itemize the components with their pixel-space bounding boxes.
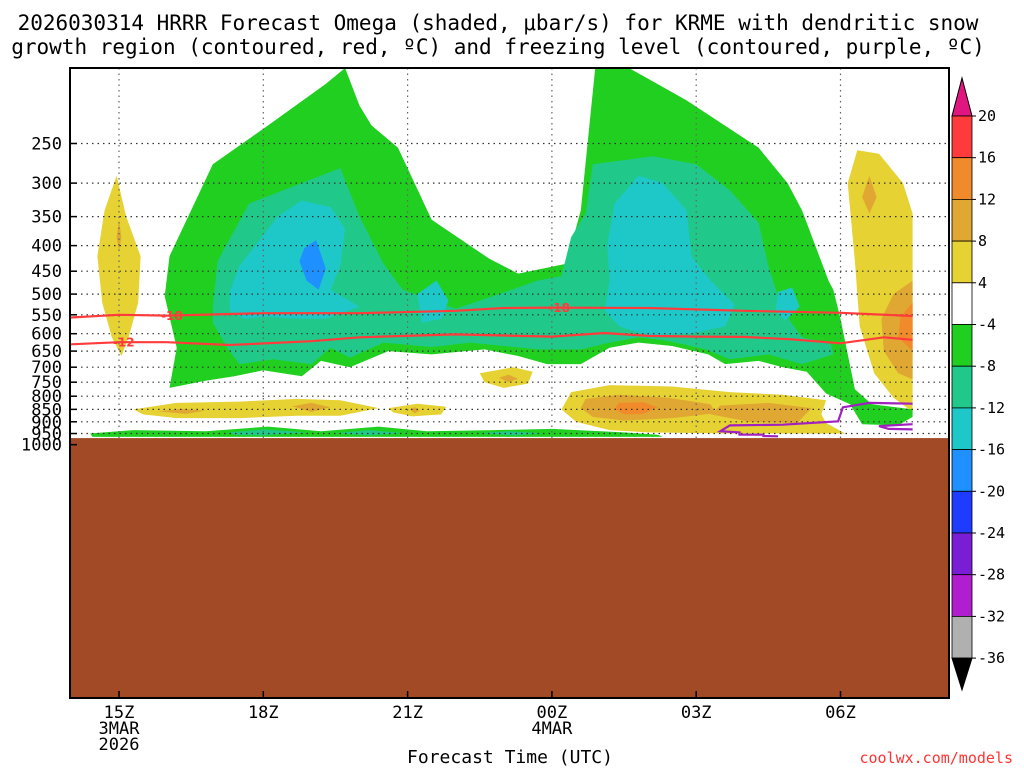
colorbar: 20 16 12 8 4 -4 -8 -12 -16 -20 -24 -28 -32 -36: [951, 76, 1005, 692]
dgz-top-minus-18-line: [70, 306, 913, 319]
ground-surface: [70, 438, 949, 698]
y-tick-label-650: 650: [31, 342, 62, 362]
x-tick-label-21Z-line1: 21Z: [392, 703, 423, 723]
omega-region-25: [229, 429, 307, 436]
colorbar-swatch-1: [951, 157, 973, 200]
x-axis-label: Forecast Time (UTC): [407, 747, 613, 768]
colorbar-swatch-11: [951, 574, 973, 617]
omega-region-7: [157, 408, 206, 414]
x-tick-label-18Z-line1: 18Z: [248, 703, 279, 723]
y-tick-label-900: 900: [31, 413, 62, 433]
omega-region-8: [292, 402, 331, 412]
colorbar-label-9: -20: [978, 482, 1005, 500]
chart-title-line-2: growth region (contoured, red, ºC) and f…: [11, 35, 985, 59]
y-axis-ticks: 2503003504004505005506006507007508008509…: [21, 135, 77, 456]
omega-region-20: [604, 175, 735, 336]
colorbar-bottom-triangle: [951, 657, 973, 692]
colorbar-label-5: -4: [978, 316, 996, 334]
colorbar-swatch-0: [951, 115, 973, 159]
colorbar-label-7: -12: [978, 399, 1005, 417]
freezing-level-0-line: [716, 401, 913, 438]
omega-region-12: [499, 374, 519, 383]
colorbar-swatch-12: [951, 616, 973, 659]
y-tick-label-700: 700: [31, 358, 62, 378]
omega-region-15: [710, 402, 812, 423]
x-tick-label-03Z-line1: 03Z: [681, 703, 712, 723]
dgz-bottom-minus-12-label-0: -12: [113, 336, 135, 350]
colorbar-swatch-5: [951, 324, 973, 367]
omega-region-3: [862, 175, 877, 214]
omega-region-0: [97, 175, 141, 356]
colorbar-swatch-3: [951, 240, 973, 284]
y-tick-label-850: 850: [31, 400, 62, 420]
y-tick-label-950: 950: [31, 425, 62, 445]
y-tick-label-400: 400: [31, 237, 62, 257]
colorbar-label-8: -16: [978, 441, 1005, 459]
plot-frame: [69, 67, 950, 699]
colorbar-label-3: 8: [978, 232, 987, 250]
y-tick-label-800: 800: [31, 387, 62, 407]
colorbar-swatch-9: [951, 490, 973, 534]
y-tick-label-1000: 1000: [21, 436, 62, 456]
y-tick-label-450: 450: [31, 262, 62, 282]
omega-region-6: [133, 398, 379, 419]
dgz-bottom-minus-12-line: [70, 331, 913, 347]
x-tick-label-00Z-line1: 00Z: [537, 703, 568, 723]
colorbar-label-12: -32: [978, 607, 1005, 625]
colorbar-swatch-10: [951, 532, 973, 576]
gridlines: [70, 68, 949, 698]
colorbar-label-10: -24: [978, 524, 1005, 542]
y-tick-label-600: 600: [31, 325, 62, 345]
x-tick-label-00Z-line2: 4MAR: [531, 719, 573, 739]
x-tick-label-15Z-line1: 15Z: [104, 703, 135, 723]
omega-region-16: [614, 402, 658, 415]
colorbar-label-6: -8: [978, 357, 996, 375]
colorbar-label-0: 20: [978, 107, 996, 125]
colorbar-top-triangle: [951, 76, 973, 117]
omega-region-26: [335, 430, 403, 436]
x-tick-label-06Z-line1: 06Z: [825, 703, 856, 723]
omega-region-4: [881, 280, 913, 380]
dgz-top-minus-18-label-0: -18: [161, 309, 183, 323]
omega-region-23: [299, 240, 326, 290]
x-tick-label-15Z-line2: 3MAR: [99, 719, 141, 739]
colorbar-label-13: -36: [978, 649, 1005, 667]
y-tick-label-300: 300: [31, 174, 62, 194]
colorbar-label-11: -28: [978, 566, 1005, 584]
omega-region-1: [116, 219, 122, 251]
credit-label: coolwx.com/models: [859, 749, 1013, 767]
colorbar-swatch-4: [951, 282, 973, 325]
y-tick-label-250: 250: [31, 135, 62, 155]
y-tick-label-500: 500: [31, 285, 62, 305]
contours: -18 -18 -12: [70, 301, 913, 438]
chart-title-line-1: 2026030314 HRRR Forecast Omega (shaded, …: [18, 11, 979, 35]
colorbar-swatch-7: [951, 407, 973, 450]
colorbar-swatch-6: [951, 365, 973, 409]
freezing-level-0-east-line: [878, 423, 913, 431]
dgz-top-minus-18-label-1: -18: [548, 301, 570, 315]
colorbar-label-2: 12: [978, 190, 996, 208]
colorbar-swatch-8: [951, 449, 973, 492]
colorbar-label-4: 4: [978, 274, 987, 292]
y-tick-label-750: 750: [31, 373, 62, 393]
colorbar-swatch-2: [951, 198, 973, 242]
y-tick-label-550: 550: [31, 306, 62, 326]
colorbar-label-1: 16: [978, 149, 996, 167]
y-tick-label-350: 350: [31, 208, 62, 228]
omega-region-19: [229, 200, 360, 319]
x-tick-label-15Z-line3: 2026: [99, 735, 140, 755]
